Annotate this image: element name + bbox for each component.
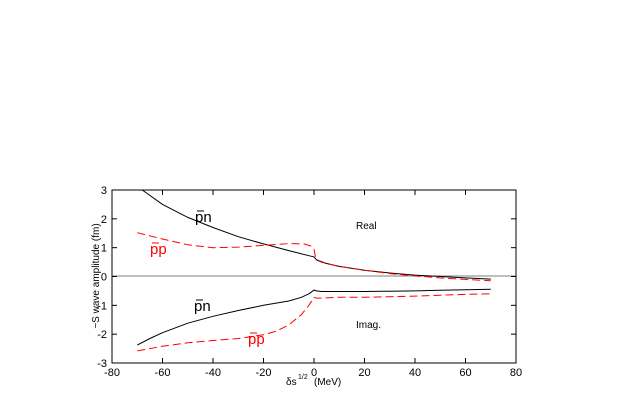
x-tick-label: 20 bbox=[358, 367, 370, 379]
series-line-pp-real bbox=[137, 232, 491, 282]
x-tick-label: 80 bbox=[510, 367, 522, 379]
y-axis-label: ~S wave amplitude (fm) bbox=[91, 223, 102, 328]
annotation-pn-upper: pn bbox=[195, 209, 212, 226]
series bbox=[137, 189, 491, 352]
y-tick-label: 1 bbox=[101, 243, 107, 255]
y-tick-label: 2 bbox=[101, 214, 107, 226]
series-line-pp-imaginary bbox=[137, 293, 491, 352]
x-tick-label: 0 bbox=[311, 367, 317, 379]
x-tick-label: -60 bbox=[155, 367, 171, 379]
series-line-pn-real bbox=[142, 189, 491, 280]
annotation-real: Real bbox=[356, 221, 377, 232]
y-tick-label: 3 bbox=[101, 185, 107, 197]
y-tick-label: -3 bbox=[97, 358, 107, 370]
x-axis-label-sup: 1/2 bbox=[298, 374, 308, 381]
x-axis-label-main: δs bbox=[286, 377, 297, 388]
x-axis-label: δs 1/2 (MeV) bbox=[286, 374, 341, 388]
x-tick-label: -20 bbox=[256, 367, 272, 379]
x-axis-label-unit: (MeV) bbox=[314, 377, 341, 388]
x-tick-label: 40 bbox=[409, 367, 421, 379]
ticks: -80 -60 -40 -20 0 20 40 60 80 -3 -2 -1 0 1 2 3 bbox=[97, 185, 522, 379]
annotation-pp-upper: pp bbox=[150, 241, 167, 258]
annotations: Real Imag. pn pp pn pp bbox=[150, 209, 381, 348]
series-line-pn-imaginary bbox=[137, 288, 491, 346]
annotation-pp-lower: pp bbox=[248, 331, 265, 348]
y-tick-label: 0 bbox=[101, 272, 107, 284]
y-tick-label: -2 bbox=[97, 329, 107, 341]
axes bbox=[111, 189, 517, 364]
x-tick-label: 60 bbox=[459, 367, 471, 379]
annotation-imag: Imag. bbox=[356, 320, 381, 331]
y-tick-label: -1 bbox=[97, 300, 107, 312]
x-tick-label: -40 bbox=[205, 367, 221, 379]
plot-frame bbox=[111, 189, 517, 364]
x-tick-label: -80 bbox=[104, 367, 120, 379]
annotation-pn-lower: pn bbox=[194, 298, 211, 315]
